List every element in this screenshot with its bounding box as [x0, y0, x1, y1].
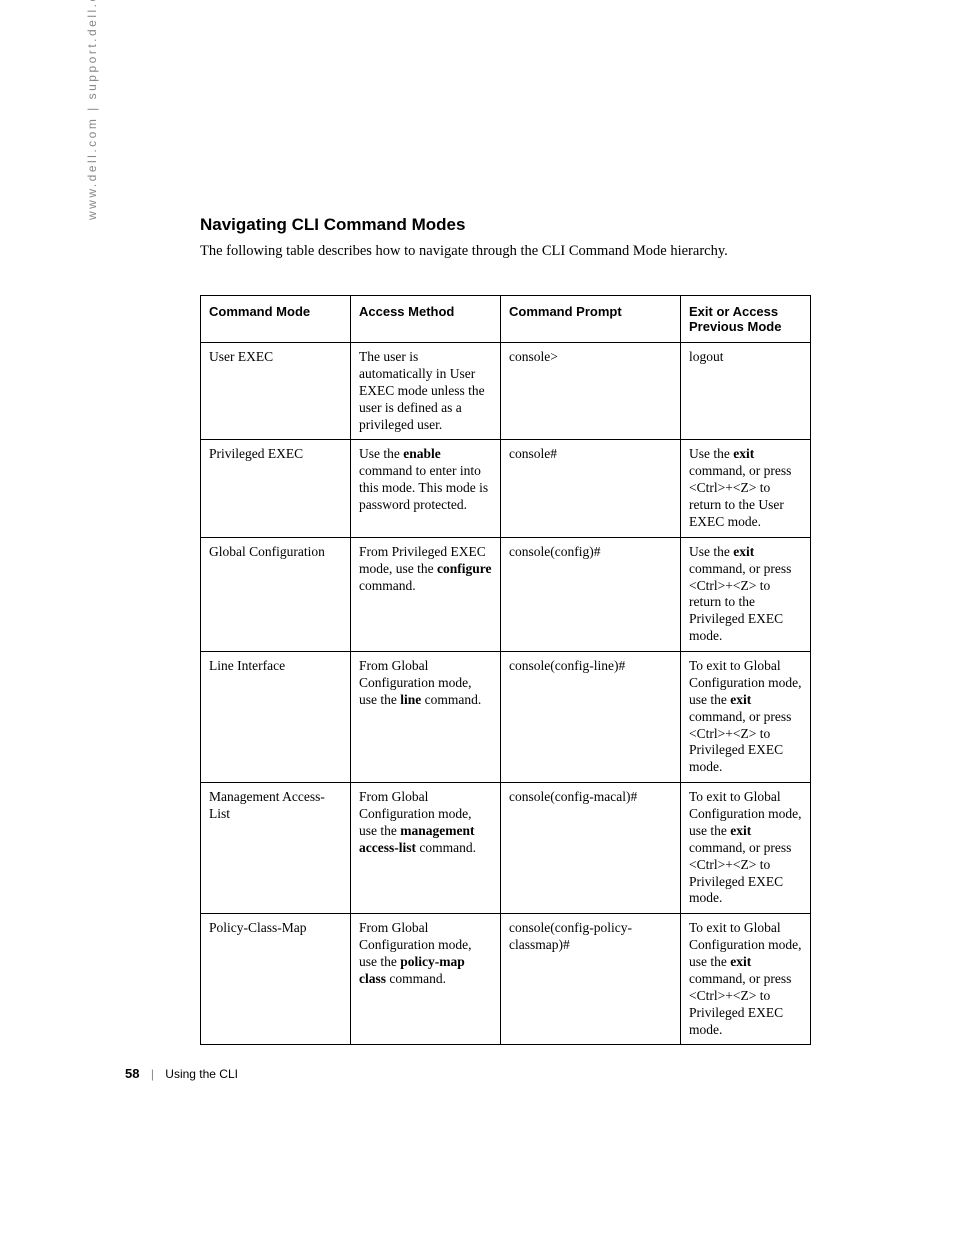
table-row: Privileged EXECUse the enable command to… [201, 440, 811, 537]
cell-command-prompt: console# [501, 440, 681, 537]
cell-command-mode: Privileged EXEC [201, 440, 351, 537]
intro-paragraph: The following table describes how to nav… [200, 243, 810, 260]
page-footer: 58 | Using the CLI [125, 1066, 238, 1081]
cli-modes-table: Command Mode Access Method Command Promp… [200, 295, 811, 1045]
cell-access-method: From Global Configuration mode, use the … [351, 914, 501, 1045]
col-exit-access: Exit or Access Previous Mode [681, 296, 811, 343]
table-header-row: Command Mode Access Method Command Promp… [201, 296, 811, 343]
footer-section: Using the CLI [165, 1067, 238, 1081]
col-command-prompt: Command Prompt [501, 296, 681, 343]
cell-exit-access: Use the exit command, or press <Ctrl>+<Z… [681, 537, 811, 651]
col-access-method: Access Method [351, 296, 501, 343]
cell-command-prompt: console(config-macal)# [501, 783, 681, 914]
table-row: Management Access-ListFrom Global Config… [201, 783, 811, 914]
cell-command-mode: User EXEC [201, 343, 351, 440]
cell-command-mode: Policy-Class-Map [201, 914, 351, 1045]
cell-exit-access: To exit to Global Configuration mode, us… [681, 914, 811, 1045]
section-heading: Navigating CLI Command Modes [200, 215, 810, 235]
cell-access-method: From Global Configuration mode, use the … [351, 783, 501, 914]
table-row: User EXECThe user is automatically in Us… [201, 343, 811, 440]
cell-access-method: From Privileged EXEC mode, use the confi… [351, 537, 501, 651]
cell-command-mode: Management Access-List [201, 783, 351, 914]
cell-command-prompt: console> [501, 343, 681, 440]
table-row: Line InterfaceFrom Global Configuration … [201, 652, 811, 783]
table-body: User EXECThe user is automatically in Us… [201, 343, 811, 1045]
cell-exit-access: logout [681, 343, 811, 440]
cell-access-method: The user is automatically in User EXEC m… [351, 343, 501, 440]
cell-access-method: From Global Configuration mode, use the … [351, 652, 501, 783]
cell-command-mode: Global Configuration [201, 537, 351, 651]
table-row: Policy-Class-MapFrom Global Configuratio… [201, 914, 811, 1045]
table-row: Global ConfigurationFrom Privileged EXEC… [201, 537, 811, 651]
col-command-mode: Command Mode [201, 296, 351, 343]
footer-separator: | [151, 1067, 154, 1081]
cell-command-prompt: console(config)# [501, 537, 681, 651]
cell-access-method: Use the enable command to enter into thi… [351, 440, 501, 537]
cell-command-prompt: console(config-policy-classmap)# [501, 914, 681, 1045]
cell-exit-access: Use the exit command, or press <Ctrl>+<Z… [681, 440, 811, 537]
cell-exit-access: To exit to Global Configuration mode, us… [681, 783, 811, 914]
cell-command-mode: Line Interface [201, 652, 351, 783]
page-content: Navigating CLI Command Modes The followi… [200, 215, 810, 1045]
cell-exit-access: To exit to Global Configuration mode, us… [681, 652, 811, 783]
sidebar-url-text: www.dell.com | support.dell.com [85, 0, 99, 220]
cell-command-prompt: console(config-line)# [501, 652, 681, 783]
page-number: 58 [125, 1066, 139, 1081]
